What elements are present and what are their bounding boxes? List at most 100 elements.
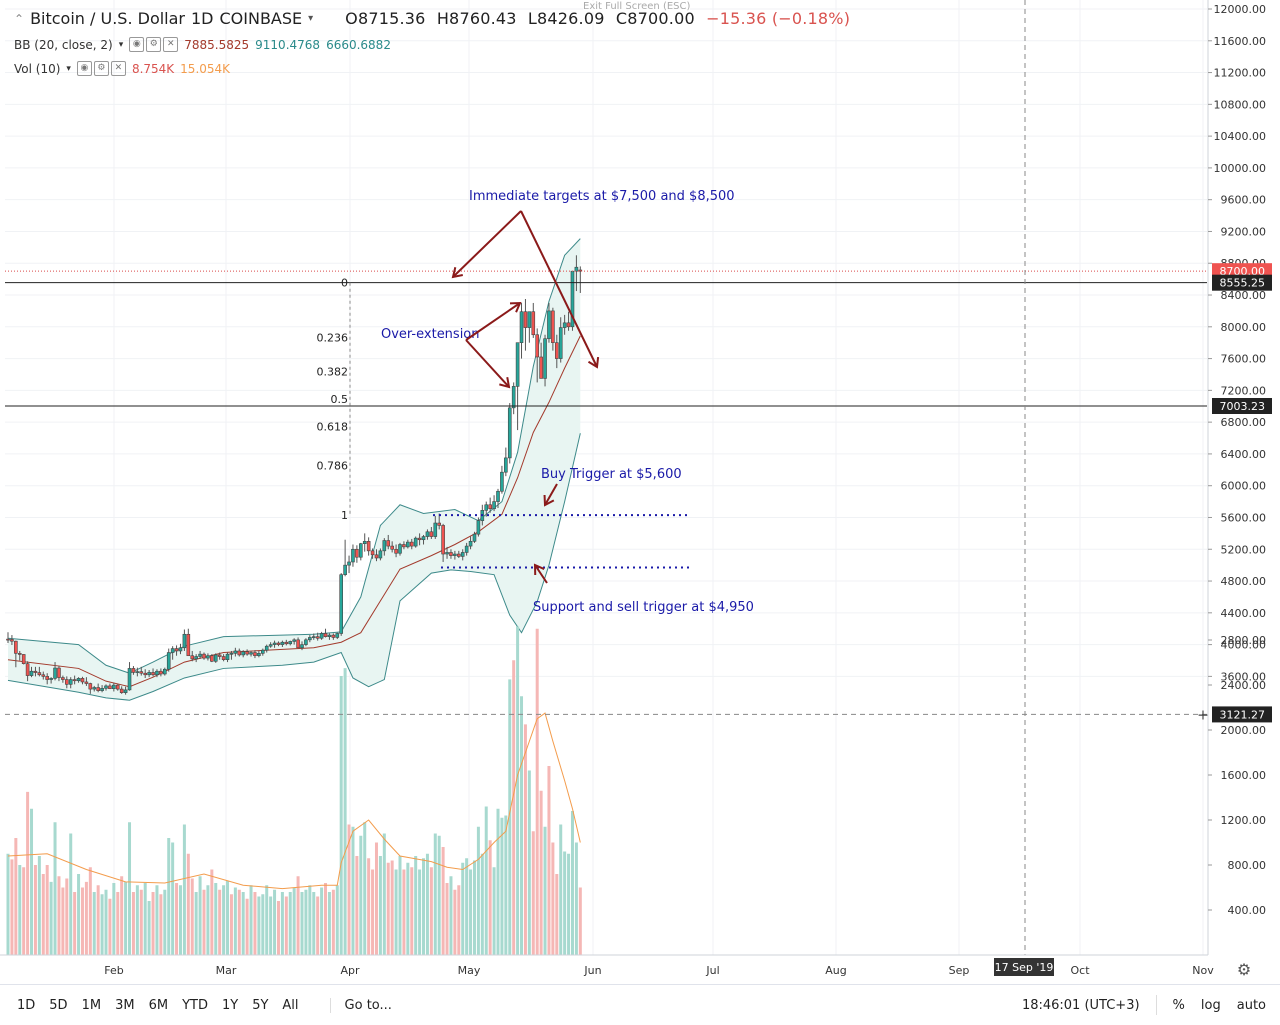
volume-bar — [257, 896, 261, 955]
clock-time[interactable]: 18:46:01 (UTC+3) — [1021, 997, 1140, 1013]
volume-bar — [429, 867, 433, 955]
candle-body — [319, 633, 324, 639]
candle — [296, 637, 300, 649]
indicator-controls[interactable]: ◉ ⚙ ✕ — [76, 61, 126, 76]
range-button-5d[interactable]: 5D — [49, 997, 68, 1013]
close-icon[interactable]: ✕ — [110, 61, 126, 76]
range-button-ytd[interactable]: YTD — [182, 997, 208, 1013]
range-button-5y[interactable]: 5Y — [252, 997, 269, 1013]
chevron-down-icon[interactable]: ▾ — [66, 63, 71, 74]
volume-tick-label: 2400.00 — [1221, 679, 1267, 692]
close-value: C8700.00 — [615, 9, 695, 28]
settings-icon[interactable]: ⚙ — [93, 61, 109, 76]
candle — [507, 403, 512, 464]
candle-body — [413, 537, 418, 547]
candle — [319, 631, 324, 640]
volume-bar — [171, 842, 175, 955]
volume-bar — [359, 835, 363, 955]
candle-body — [468, 541, 473, 547]
candle — [280, 640, 285, 647]
candle-body — [170, 648, 175, 653]
bollinger-upper-band — [7, 238, 581, 674]
price-label-text: 7003.23 — [1220, 400, 1266, 413]
volume-bar — [496, 808, 500, 955]
bb-label[interactable]: BB (20, close, 2) — [14, 37, 113, 52]
candle — [108, 683, 112, 690]
vol-indicator-row[interactable]: Vol (10) ▾ ◉ ⚙ ✕ 8.754K 15.054K — [14, 61, 230, 76]
candle — [539, 342, 543, 379]
volume-bar — [512, 660, 516, 955]
range-button-6m[interactable]: 6M — [148, 997, 169, 1013]
annotation-text: Over-extension — [381, 327, 480, 342]
eye-icon[interactable]: ◉ — [76, 61, 92, 76]
candle-body — [417, 537, 422, 541]
candle — [484, 501, 489, 517]
eye-icon[interactable]: ◉ — [129, 37, 145, 52]
time-tick-label: Aug — [825, 964, 846, 977]
candle — [76, 677, 81, 683]
range-button-all[interactable]: All — [282, 997, 299, 1013]
volume-bar — [445, 883, 449, 955]
time-tick-label: Apr — [340, 964, 360, 977]
candle — [143, 669, 147, 678]
volume-bar — [539, 790, 543, 955]
volume-bar — [30, 808, 34, 955]
candle — [198, 650, 202, 659]
bb-indicator-row[interactable]: BB (20, close, 2) ▾ ◉ ⚙ ✕ 7885.5825 9110.4… — [14, 37, 391, 52]
candle — [96, 683, 100, 693]
bottom-toolbar: 1D 5D 1M 3M 6M YTD 1Y 5Y All Go to... 18:46:01 (… — [0, 984, 1280, 1025]
log-toggle[interactable]: log — [1200, 997, 1221, 1013]
symbol-name[interactable]: Bitcoin / U.S. Dollar — [30, 9, 185, 28]
candle-body — [315, 636, 320, 639]
auto-toggle[interactable]: auto — [1236, 997, 1266, 1013]
candle-body — [449, 552, 453, 556]
vol-label[interactable]: Vol (10) — [14, 61, 61, 76]
interval-label[interactable]: 1D — [191, 9, 214, 28]
volume-bar — [88, 867, 92, 955]
range-button-1d[interactable]: 1D — [17, 997, 36, 1013]
volume-bar — [41, 874, 45, 955]
candle — [433, 515, 438, 539]
volume-bar — [226, 880, 230, 955]
percent-toggle[interactable]: % — [1172, 997, 1185, 1013]
range-button-3m[interactable]: 3M — [115, 997, 135, 1013]
indicator-controls[interactable]: ◉ ⚙ ✕ — [129, 37, 179, 52]
volume-bar — [476, 826, 480, 955]
candle — [578, 266, 583, 293]
candle — [566, 311, 571, 331]
chevron-down-icon[interactable]: ▾ — [118, 39, 124, 50]
candle-body — [229, 653, 234, 655]
exit-fullscreen-hint[interactable]: Exit Full Screen (ESC) — [583, 1, 691, 12]
volume-bar — [296, 876, 300, 955]
range-button-1m[interactable]: 1M — [81, 997, 102, 1013]
volume-bar — [469, 869, 473, 955]
candle — [264, 644, 269, 653]
candle — [41, 671, 46, 680]
collapse-chevron-icon[interactable]: ⌃ — [14, 11, 25, 26]
candle — [358, 542, 363, 561]
bb-mid-value: 7885.5825 — [184, 37, 250, 52]
price-tick-label: 11600.00 — [1214, 35, 1267, 48]
low-value: L8426.09 — [527, 9, 605, 28]
candle — [429, 527, 434, 539]
candle-body — [441, 525, 445, 555]
candle-body — [558, 327, 563, 359]
close-icon[interactable]: ✕ — [163, 37, 179, 52]
candle-body — [335, 633, 340, 638]
volume-bar — [276, 901, 280, 955]
candle-body — [484, 504, 489, 511]
candle — [558, 317, 563, 363]
candle — [182, 629, 187, 651]
candle-body — [374, 554, 379, 559]
candle-body — [437, 522, 442, 526]
exchange-label[interactable]: COINBASE — [219, 9, 303, 28]
arrow-head — [499, 376, 511, 389]
candle — [402, 541, 406, 550]
candle — [6, 632, 10, 644]
candle-body — [213, 654, 218, 662]
settings-icon[interactable]: ⚙ — [146, 37, 162, 52]
goto-button[interactable]: Go to... — [329, 997, 392, 1013]
chevron-down-icon[interactable]: ▾ — [308, 13, 314, 24]
range-button-1y[interactable]: 1Y — [221, 997, 239, 1013]
